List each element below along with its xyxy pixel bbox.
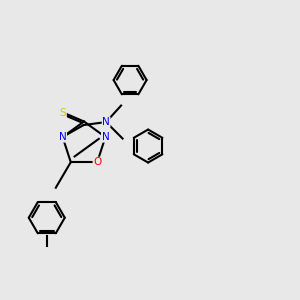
- Text: N: N: [59, 132, 67, 142]
- Text: N: N: [101, 132, 109, 142]
- Text: N: N: [102, 117, 110, 127]
- Text: S: S: [60, 107, 66, 118]
- Text: O: O: [93, 157, 101, 167]
